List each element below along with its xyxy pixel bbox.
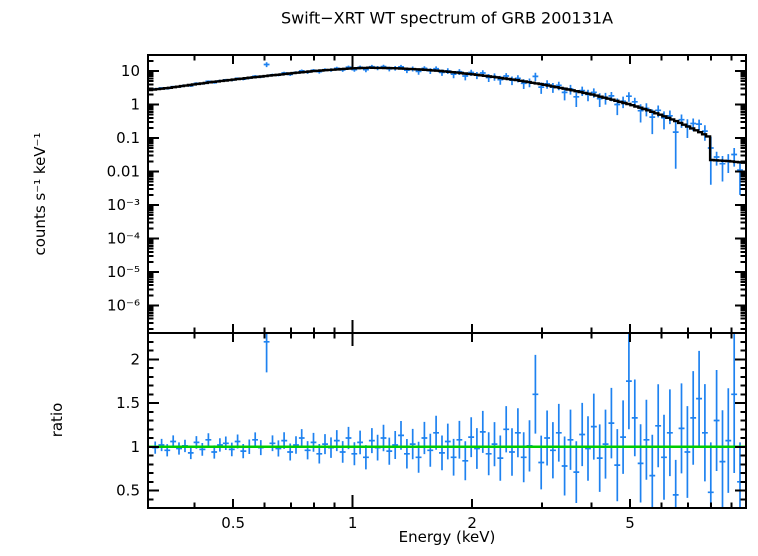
ratio-tick-label: 2: [130, 350, 140, 368]
counts-tick-label: 10⁻⁴: [107, 229, 140, 247]
x-tick-label: 2: [467, 514, 477, 532]
ratio-tick-label: 0.5: [116, 482, 140, 500]
x-tick-label: 1: [348, 514, 358, 532]
x-tick-label: 5: [625, 514, 635, 532]
x-tick-label: 0.5: [221, 514, 245, 532]
axes: [147, 54, 747, 509]
counts-tick-label: 0.01: [107, 162, 140, 180]
counts-tick-label: 10⁻⁵: [107, 263, 140, 281]
spectrum-panel: [148, 62, 746, 195]
ratio-tick-label: 1.5: [116, 394, 140, 412]
counts-tick-label: 10⁻⁶: [107, 296, 140, 314]
counts-tick-label: 1: [130, 95, 140, 113]
ratio-panel: [148, 333, 746, 508]
tick-labels: 0.5 1 2 5 10 1 0.1 0.01 10⁻³ 10⁻⁴ 10⁻⁵ 10⁻⁶ 0.5 1 1.5 2: [107, 62, 635, 532]
counts-tick-label: 0.1: [116, 129, 140, 147]
counts-tick-label: 10⁻³: [107, 196, 140, 214]
chart-title: Swift−XRT WT spectrum of GRB 200131A: [280, 8, 614, 28]
spectrum-error-bars: [152, 62, 743, 195]
y-axis-label-ratio: ratio: [48, 402, 66, 438]
ratio-tick-label: 1: [130, 438, 140, 456]
model-line: [148, 66, 746, 164]
counts-tick-label: 10: [121, 62, 140, 80]
x-axis-label: Energy (keV): [398, 528, 496, 546]
y-axis-label-counts: counts s⁻¹ keV⁻¹: [31, 132, 49, 256]
